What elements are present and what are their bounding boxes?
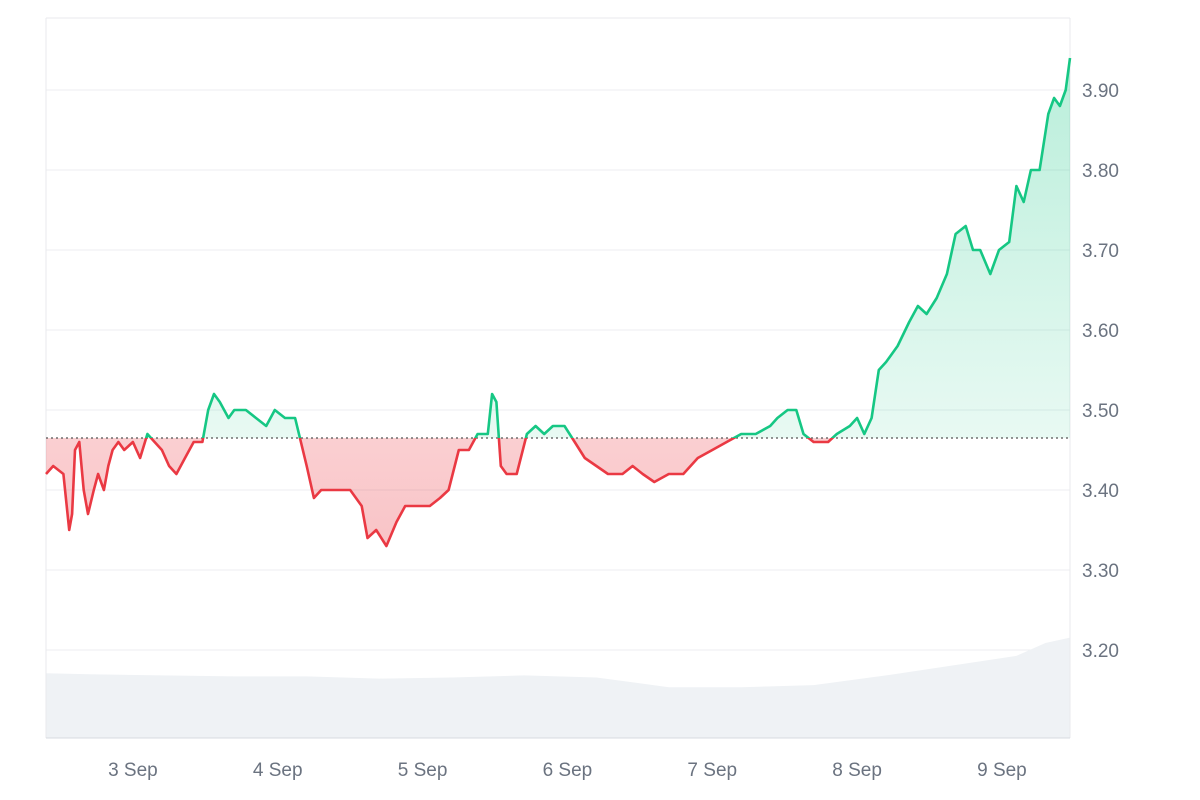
x-tick-label: 7 Sep [687, 760, 737, 781]
y-tick-label: 3.80 [1082, 161, 1119, 182]
x-tick-label: 4 Sep [253, 760, 303, 781]
x-axis: 3 Sep 4 Sep 5 Sep 6 Sep 7 Sep 8 Sep 9 Sep [108, 760, 1027, 781]
volume-area [46, 637, 1070, 738]
y-tick-label: 3.20 [1082, 641, 1119, 662]
y-axis: 3.90 3.80 3.70 3.60 3.50 3.40 3.30 3.20 [1082, 81, 1119, 662]
y-tick-label: 3.60 [1082, 321, 1119, 342]
y-tick-label: 3.30 [1082, 561, 1119, 582]
price-fill-above-baseline [46, 58, 1070, 438]
y-tick-label: 3.90 [1082, 81, 1119, 102]
price-line-above-baseline [144, 57, 1072, 438]
y-tick-label: 3.50 [1082, 401, 1119, 422]
price-fill-below-baseline [46, 438, 1070, 546]
y-tick-label: 3.40 [1082, 481, 1119, 502]
x-tick-label: 5 Sep [398, 760, 448, 781]
x-tick-label: 8 Sep [832, 760, 882, 781]
price-line-below-baseline [45, 438, 835, 548]
x-tick-label: 6 Sep [543, 760, 593, 781]
y-tick-label: 3.70 [1082, 241, 1119, 262]
x-tick-label: 3 Sep [108, 760, 158, 781]
x-tick-label: 9 Sep [977, 760, 1027, 781]
